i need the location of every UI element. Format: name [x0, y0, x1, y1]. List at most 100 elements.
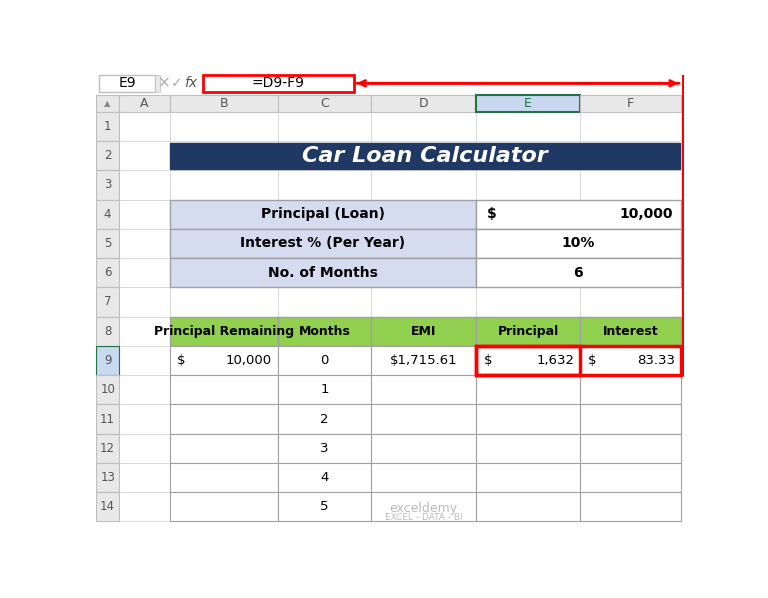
Bar [581, 316, 681, 346]
Bar [119, 434, 170, 463]
Text: 1: 1 [104, 120, 111, 133]
Bar [119, 95, 170, 112]
Text: E: E [524, 97, 532, 110]
Text: 12: 12 [100, 442, 115, 455]
Bar [203, 75, 354, 91]
Bar [581, 434, 681, 463]
Text: 5: 5 [104, 237, 111, 250]
Bar [278, 404, 371, 434]
Bar [96, 112, 119, 141]
Bar [475, 112, 581, 141]
Bar [581, 404, 681, 434]
Text: No. of Months: No. of Months [268, 266, 378, 280]
Bar [581, 463, 681, 492]
Bar [475, 200, 681, 229]
Bar [371, 434, 475, 463]
Text: 4: 4 [104, 208, 111, 221]
Bar [475, 200, 581, 229]
Text: 1,632: 1,632 [536, 354, 574, 367]
Bar [371, 258, 475, 288]
Bar [96, 463, 119, 492]
Bar [278, 404, 371, 434]
Bar [96, 200, 119, 229]
Bar [278, 288, 371, 316]
Text: D: D [419, 97, 429, 110]
Bar [581, 404, 681, 434]
Bar [371, 404, 475, 434]
Bar [581, 112, 681, 141]
Text: F: F [627, 97, 634, 110]
Bar [96, 492, 119, 521]
Text: E9: E9 [118, 77, 136, 90]
Bar [170, 404, 278, 434]
Bar [371, 404, 475, 434]
Bar [170, 200, 475, 229]
Bar [278, 112, 371, 141]
Text: 10%: 10% [561, 236, 595, 251]
Bar [278, 346, 371, 375]
Bar [475, 316, 581, 346]
Bar [278, 316, 371, 346]
Bar [475, 492, 581, 521]
Bar [119, 346, 170, 375]
Text: 10,000: 10,000 [620, 208, 674, 221]
Bar [475, 375, 581, 404]
Bar [170, 200, 278, 229]
Bar [371, 229, 475, 258]
Bar [119, 375, 170, 404]
Bar [581, 434, 681, 463]
Bar [170, 492, 278, 521]
Bar [278, 141, 371, 170]
Bar [371, 316, 475, 346]
Bar [371, 463, 475, 492]
Bar [371, 375, 475, 404]
Text: fx: fx [184, 77, 197, 90]
Text: Principal: Principal [498, 325, 558, 338]
Bar [170, 404, 278, 434]
Text: 11: 11 [100, 413, 115, 426]
Bar [278, 463, 371, 492]
Bar [581, 492, 681, 521]
Bar [581, 463, 681, 492]
Text: 6: 6 [104, 266, 111, 279]
Text: ×: × [158, 76, 170, 91]
Bar [581, 95, 681, 112]
Bar [119, 463, 170, 492]
Bar [475, 229, 681, 258]
Bar [170, 463, 278, 492]
Bar [371, 95, 475, 112]
Bar [475, 170, 581, 200]
Bar [278, 346, 371, 375]
Bar [170, 170, 278, 200]
Text: 9: 9 [104, 354, 111, 367]
Bar [170, 229, 278, 258]
Bar [96, 346, 119, 375]
Bar [581, 229, 681, 258]
Bar [581, 375, 681, 404]
Bar [119, 200, 170, 229]
Text: 2: 2 [320, 413, 329, 426]
Text: 6: 6 [574, 266, 583, 280]
Text: 0: 0 [320, 354, 329, 367]
Bar [170, 492, 278, 521]
Text: Interest % (Per Year): Interest % (Per Year) [240, 236, 406, 251]
Bar [581, 492, 681, 521]
Text: EMI: EMI [411, 325, 436, 338]
Text: ▲: ▲ [104, 99, 111, 108]
Bar [278, 200, 371, 229]
Bar [170, 346, 278, 375]
Bar [278, 258, 371, 288]
Bar [170, 258, 475, 288]
Bar [581, 346, 681, 375]
Bar [96, 375, 119, 404]
Bar [96, 229, 119, 258]
Text: $: $ [484, 354, 492, 367]
Bar [475, 463, 581, 492]
Bar [581, 141, 681, 170]
Text: EXCEL - DATA - BI: EXCEL - DATA - BI [385, 513, 462, 522]
Text: $: $ [177, 354, 186, 367]
Bar [278, 375, 371, 404]
Text: exceldemy: exceldemy [389, 502, 458, 515]
Bar [371, 200, 475, 229]
Bar [170, 142, 680, 169]
